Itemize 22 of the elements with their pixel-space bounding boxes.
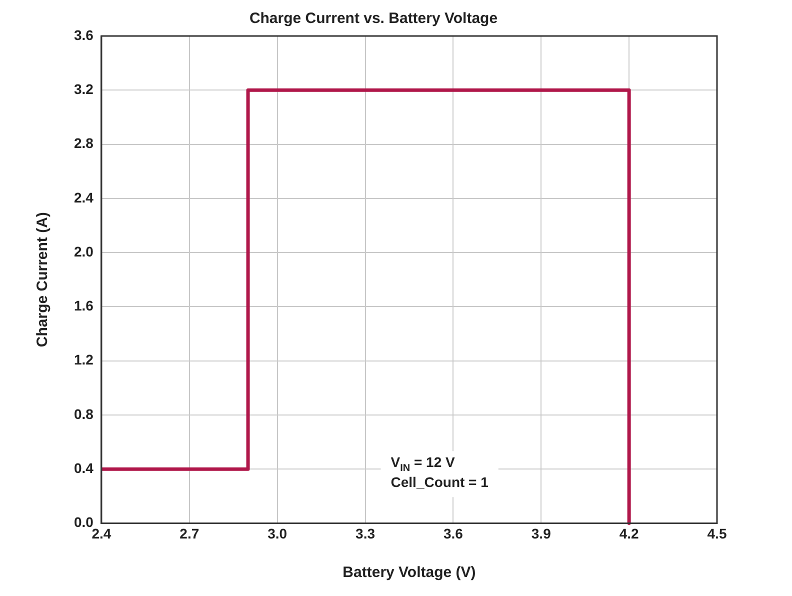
annotation: Cell_Count = 1 xyxy=(390,474,489,490)
y-tick-label: 3.2 xyxy=(74,80,94,97)
x-tick-label: 4.2 xyxy=(619,525,640,542)
y-tick-label: 2.0 xyxy=(74,243,94,260)
y-tick-label: 3.6 xyxy=(74,26,94,43)
x-tick-label: 3.3 xyxy=(356,525,376,542)
x-tick-label: 3.9 xyxy=(531,525,552,542)
x-tick-label: 2.7 xyxy=(180,525,200,542)
x-axis-title: Battery Voltage (V) xyxy=(342,564,476,582)
y-tick-label: 2.8 xyxy=(74,135,94,152)
x-tick-label: 2.4 xyxy=(92,525,112,542)
chart-title: Charge Current vs. Battery Voltage xyxy=(249,10,498,28)
y-tick-label: 0.0 xyxy=(74,514,94,530)
y-tick-label: 0.4 xyxy=(74,460,94,476)
y-tick-label: 2.4 xyxy=(74,189,94,206)
y-tick-label: 1.6 xyxy=(74,298,94,314)
y-tick-label: 1.2 xyxy=(74,352,94,368)
x-tick-label: 3.6 xyxy=(443,525,464,542)
x-tick-label: 3.0 xyxy=(268,525,288,542)
y-axis-title: Charge Current (A) xyxy=(34,212,52,348)
y-tick-label: 0.8 xyxy=(74,406,94,422)
x-tick-label: 4.5 xyxy=(707,525,727,542)
